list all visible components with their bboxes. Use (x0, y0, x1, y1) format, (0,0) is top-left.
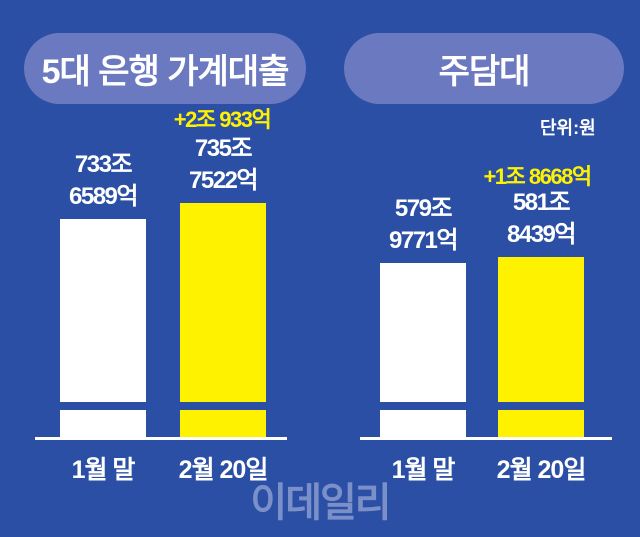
bar-household-jan (60, 219, 146, 437)
change-annotation-household: +2조 933억 (173, 107, 272, 132)
chart-title-mortgage: 주담대 (344, 33, 624, 104)
change-annotation-mortgage: +1조 8668억 (483, 164, 592, 189)
value-label-household-jan: 733조 6589억 (69, 151, 138, 211)
baseline-1 (35, 437, 287, 440)
watermark-logo: 이데일리 (250, 481, 391, 525)
chart-title-household-loans: 5대 은행 가계대출 (24, 33, 306, 104)
value-label-mortgage-jan: 579조 9771억 (389, 194, 458, 254)
bar-household-feb (180, 203, 266, 437)
x-label-jan-1: 1월 말 (71, 456, 136, 484)
baseline-2 (360, 437, 612, 440)
x-label-feb-2: 2월 20일 (496, 456, 587, 484)
unit-label: 단위:원 (540, 118, 596, 138)
x-label-jan-2: 1월 말 (391, 456, 456, 484)
bar-mortgage-feb (498, 257, 584, 437)
value-label-mortgage-feb: 581조 8439억 (507, 189, 576, 249)
value-label-household-feb: 735조 7522억 (189, 135, 258, 195)
x-label-feb-1: 2월 20일 (178, 456, 269, 484)
bar-mortgage-jan (380, 262, 466, 437)
